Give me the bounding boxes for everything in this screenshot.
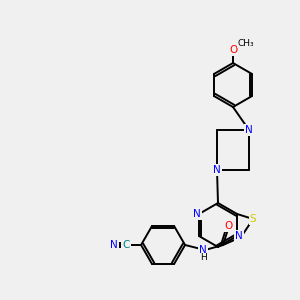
Text: H: H: [200, 254, 206, 262]
Text: C: C: [122, 240, 130, 250]
Text: CH₃: CH₃: [238, 38, 254, 47]
Text: O: O: [229, 45, 237, 55]
Text: N: N: [199, 245, 207, 255]
Text: N: N: [213, 165, 221, 175]
Text: N: N: [235, 231, 243, 241]
Text: O: O: [224, 221, 232, 231]
Text: N: N: [110, 240, 118, 250]
Text: S: S: [250, 214, 256, 224]
Text: N: N: [193, 209, 201, 219]
Text: N: N: [245, 125, 253, 135]
